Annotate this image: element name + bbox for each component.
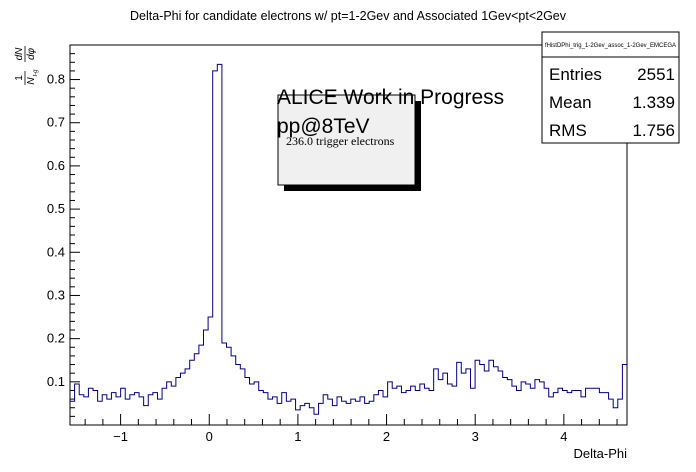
x-tick-label: 3 <box>472 429 479 444</box>
x-tick-label: 2 <box>383 429 390 444</box>
x-tick-label: 1 <box>294 429 301 444</box>
x-axis: −1 0 1 2 3 4 <box>84 414 618 444</box>
histogram-line <box>70 63 627 415</box>
y-label-sub: t-g <box>33 69 39 77</box>
y-tick-label: 0.3 <box>47 287 65 302</box>
stats-mean-value: 1.339 <box>632 93 675 112</box>
stats-entries-label: Entries <box>549 65 602 84</box>
y-tick-label: 0.7 <box>47 115 65 130</box>
y-label-dn: dN <box>14 47 25 61</box>
y-label-dphi: dφ <box>26 47 37 60</box>
x-axis-label: Delta-Phi <box>574 446 628 461</box>
x-tick-label: 4 <box>560 429 567 444</box>
stats-rms-value: 1.756 <box>632 121 675 140</box>
stats-hist-name: fHistDPhi_trig_1-2Gev_assoc_1-2Gev_EMCEG… <box>545 43 676 49</box>
annotation-energy: pp@8TeV <box>277 115 370 138</box>
y-tick-label: 0.6 <box>47 158 65 173</box>
y-label-n: N <box>26 77 37 85</box>
stats-mean-label: Mean <box>549 93 592 112</box>
x-tick-label: −1 <box>113 429 128 444</box>
y-tick-label: 0.8 <box>47 72 65 87</box>
annotation-trigger-count: 236.0 trigger electrons <box>286 134 395 148</box>
stats-rms-label: RMS <box>549 121 587 140</box>
annotation-alice: ALICE Work in Progress <box>277 86 504 109</box>
x-tick-label: 0 <box>206 429 213 444</box>
y-axis: 0.1 0.2 0.3 0.4 0.5 0.6 0.7 0.8 <box>47 44 80 426</box>
stats-box: fHistDPhi_trig_1-2Gev_assoc_1-2Gev_EMCEG… <box>541 31 680 144</box>
y-tick-label: 0.2 <box>47 331 65 346</box>
stats-entries-value: 2551 <box>637 65 675 84</box>
chart-title: Delta-Phi for candidate electrons w/ pt=… <box>130 9 567 23</box>
annotation-box <box>277 94 416 186</box>
y-tick-label: 0.5 <box>47 201 65 216</box>
y-tick-label: 0.4 <box>47 244 65 259</box>
y-label-one: 1 <box>14 75 25 81</box>
y-axis-label: 1 N t-g dN dφ <box>14 46 39 85</box>
y-tick-label: 0.1 <box>47 374 65 389</box>
